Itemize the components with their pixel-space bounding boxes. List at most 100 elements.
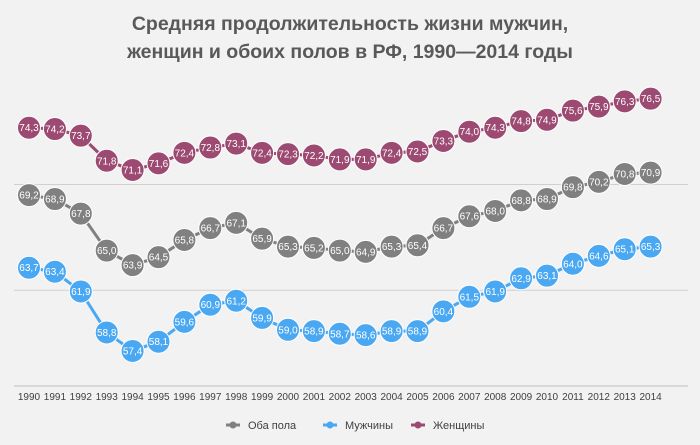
data-label: 65,3 <box>382 242 402 253</box>
x-tick-label: 1996 <box>173 392 196 403</box>
data-label: 60,4 <box>434 307 454 318</box>
data-label: 71,1 <box>123 166 143 177</box>
data-label: 59,0 <box>278 325 298 336</box>
data-label: 74,2 <box>45 125 65 136</box>
data-point <box>535 107 559 132</box>
series-both: 69,2 68,9 67,8 65,0 63,9 64,5 65,8 66,7 67,1 65,9… <box>17 160 663 278</box>
data-label: 74,9 <box>537 115 557 126</box>
data-label: 66,7 <box>434 224 454 235</box>
data-point <box>327 238 352 263</box>
data-label: 62,9 <box>511 274 531 285</box>
data-label: 63,1 <box>537 271 557 282</box>
data-point <box>250 140 275 165</box>
data-point <box>120 253 145 278</box>
data-point <box>198 135 223 160</box>
legend-label: Оба пола <box>248 420 297 432</box>
x-tick-label: 1999 <box>251 392 274 403</box>
data-point <box>353 239 378 264</box>
data-label: 65,0 <box>330 246 350 257</box>
data-point <box>457 284 482 309</box>
data-label: 65,9 <box>252 234 272 245</box>
data-point <box>560 251 585 276</box>
data-label: 74,3 <box>485 123 505 134</box>
data-label: 76,3 <box>615 97 635 108</box>
data-point <box>509 109 534 134</box>
data-point <box>301 143 326 168</box>
data-point <box>146 151 171 176</box>
x-tick-label: 1990 <box>18 392 41 403</box>
data-label: 72,5 <box>408 147 428 158</box>
data-label: 71,9 <box>356 155 376 166</box>
x-tick-label: 2007 <box>458 392 481 403</box>
data-point <box>42 187 67 212</box>
x-tick-label: 2001 <box>303 392 326 403</box>
data-label: 71,6 <box>149 159 169 170</box>
data-label: 65,3 <box>278 242 298 253</box>
data-label: 61,9 <box>485 287 505 298</box>
x-tick-label: 1998 <box>225 392 248 403</box>
data-point <box>120 338 145 363</box>
x-tick-label: 2014 <box>639 392 662 403</box>
data-label: 58,6 <box>356 331 376 342</box>
data-point <box>276 317 300 342</box>
data-label: 72,4 <box>382 148 402 159</box>
data-point <box>509 266 534 291</box>
data-point <box>276 234 300 259</box>
data-point <box>483 115 508 140</box>
data-label: 59,6 <box>175 317 195 328</box>
x-axis: 1990 1991 1992 1993 1994 1995 1996 1997 1998 1999… <box>18 392 662 403</box>
data-label: 70,8 <box>615 169 635 180</box>
chart-title-line-2: женщин и обоих полов в РФ, 1990—2014 год… <box>126 41 573 63</box>
legend-item-men: Мужчины <box>323 420 393 432</box>
data-point <box>224 288 249 313</box>
data-label: 70,2 <box>589 177 609 188</box>
data-point <box>172 309 197 334</box>
data-label: 68,9 <box>537 195 557 206</box>
data-label: 72,3 <box>278 150 298 161</box>
data-point <box>250 305 275 330</box>
x-tick-label: 2009 <box>510 392 533 403</box>
data-label: 69,2 <box>19 191 39 202</box>
data-point <box>612 161 637 186</box>
data-label: 71,8 <box>97 156 117 167</box>
data-point <box>301 319 326 344</box>
data-point <box>68 201 93 226</box>
data-label: 75,9 <box>589 102 609 113</box>
data-label: 74,8 <box>511 117 531 128</box>
data-point <box>483 198 508 223</box>
data-point <box>68 123 93 148</box>
data-label: 60,9 <box>201 300 221 311</box>
data-point <box>42 117 67 142</box>
data-point <box>560 98 585 123</box>
data-point <box>17 183 41 208</box>
x-tick-label: 2008 <box>484 392 507 403</box>
data-point <box>17 115 41 140</box>
data-point <box>120 158 145 182</box>
data-label: 65,0 <box>97 246 117 257</box>
series-men: 63,7 63,4 61,9 58,8 57,4 58,1 59,6 60,9 61,2 59,9… <box>17 234 663 363</box>
data-point <box>276 142 300 167</box>
chart-title-line-1: Средняя продолжительность жизни мужчин, <box>132 13 568 35</box>
data-label: 72,8 <box>201 143 221 154</box>
data-label: 76,5 <box>641 94 661 105</box>
x-tick-label: 2002 <box>329 392 352 403</box>
x-tick-label: 2004 <box>380 392 403 403</box>
data-label: 64,9 <box>356 247 376 258</box>
data-label: 64,0 <box>563 259 583 270</box>
data-point <box>353 147 378 172</box>
data-point <box>172 228 197 252</box>
series-women: 74,3 74,2 73,7 71,8 71,1 71,6 72,4 72,8 73,1 72,4… <box>17 86 663 182</box>
data-label: 68,0 <box>485 206 505 217</box>
data-label: 58,9 <box>304 327 324 338</box>
data-point <box>586 169 611 194</box>
data-label: 66,7 <box>201 224 221 235</box>
x-tick-label: 1995 <box>147 392 170 403</box>
data-label: 59,9 <box>252 313 272 324</box>
data-point <box>146 329 171 354</box>
data-point <box>457 204 482 229</box>
data-point <box>586 94 611 119</box>
data-point <box>224 131 249 156</box>
data-label: 74,3 <box>19 123 39 134</box>
legend-swatch-marker <box>326 421 334 429</box>
